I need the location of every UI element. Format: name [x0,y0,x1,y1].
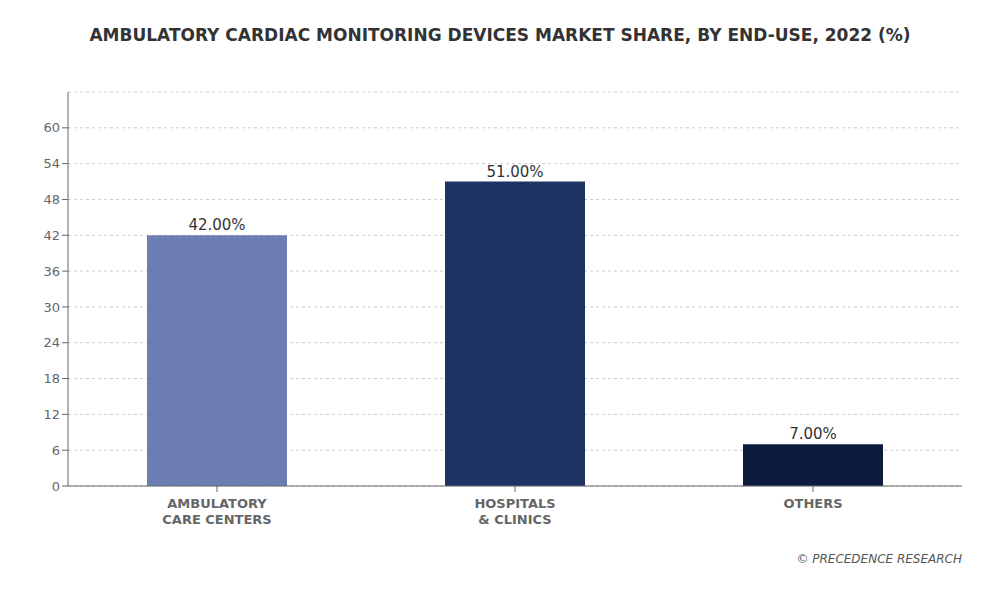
svg-text:18: 18 [43,371,60,386]
svg-text:36: 36 [43,264,60,279]
svg-text:42.00%: 42.00% [188,216,245,234]
svg-text:51.00%: 51.00% [486,163,543,181]
svg-text:12: 12 [43,407,60,422]
svg-text:7.00%: 7.00% [789,425,837,443]
html-text:© PRECEDENCE RESEARCH: © PRECEDENCE RESEARCH [796,552,962,566]
svg-text:48: 48 [43,192,60,207]
svg-text:42: 42 [43,228,60,243]
html-text:AMBULATORY CARDIAC MONITORING: AMBULATORY CARDIAC MONITORING DEVICES MA… [89,25,911,45]
svg-text:0: 0 [52,479,60,494]
svg-text:54: 54 [43,156,60,171]
svg-text:24: 24 [43,335,60,350]
svg-text:HOSPITALS& CLINICS: HOSPITALS& CLINICS [474,496,555,527]
svg-text:6: 6 [52,443,60,458]
svg-text:60: 60 [43,120,60,135]
svg-text:AMBULATORYCARE CENTERS: AMBULATORYCARE CENTERS [162,496,271,527]
svg-text:30: 30 [43,300,60,315]
svg-text:OTHERS: OTHERS [783,496,842,511]
